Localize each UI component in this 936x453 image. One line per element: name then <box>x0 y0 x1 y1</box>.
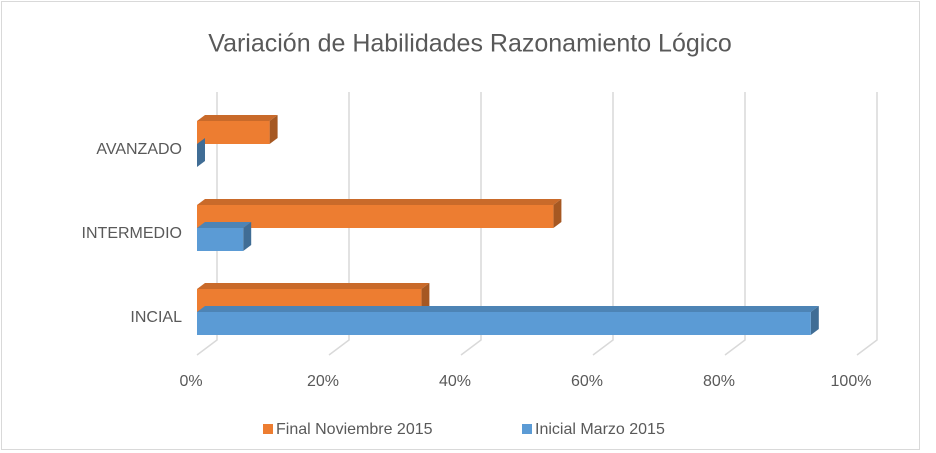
legend-label: Inicial Marzo 2015 <box>535 421 665 438</box>
legend-label: Final Noviembre 2015 <box>276 421 433 438</box>
chart-title: Variación de Habilidades Razonamiento Ló… <box>208 30 731 58</box>
bar-side <box>421 283 430 312</box>
bar-side <box>197 138 205 167</box>
bar-top <box>197 283 430 289</box>
bar-side <box>269 115 278 144</box>
legend-swatch <box>522 424 532 434</box>
bar-side <box>810 306 819 335</box>
x-tick-label: 0% <box>179 373 202 390</box>
bar-front <box>197 228 244 251</box>
bar-top <box>197 222 252 228</box>
bar-top <box>197 306 819 312</box>
grid-line <box>856 92 878 356</box>
grid-line <box>724 92 746 356</box>
bar <box>197 222 252 251</box>
legend-swatch <box>263 424 273 434</box>
bar-top <box>197 115 278 121</box>
bar <box>197 138 205 167</box>
grid-line <box>328 92 350 356</box>
bar-side <box>243 222 252 251</box>
bar <box>197 306 819 335</box>
y-tick-label: INCIAL <box>130 309 182 326</box>
x-tick-label: 60% <box>571 373 603 390</box>
x-tick-label: 20% <box>307 373 339 390</box>
bar <box>197 115 278 144</box>
x-tick-label: 100% <box>831 373 872 390</box>
bar-side <box>553 199 562 228</box>
y-tick-label: AVANZADO <box>96 141 182 158</box>
bar <box>197 199 562 228</box>
grid-line <box>196 92 218 356</box>
bar-front <box>197 205 554 228</box>
bar-top <box>197 199 562 205</box>
x-tick-label: 80% <box>703 373 735 390</box>
x-tick-label: 40% <box>439 373 471 390</box>
bar-front <box>197 121 270 144</box>
grid-line <box>592 92 614 356</box>
bar-front <box>197 312 811 335</box>
grid-line <box>460 92 482 356</box>
y-tick-label: INTERMEDIO <box>82 225 182 242</box>
